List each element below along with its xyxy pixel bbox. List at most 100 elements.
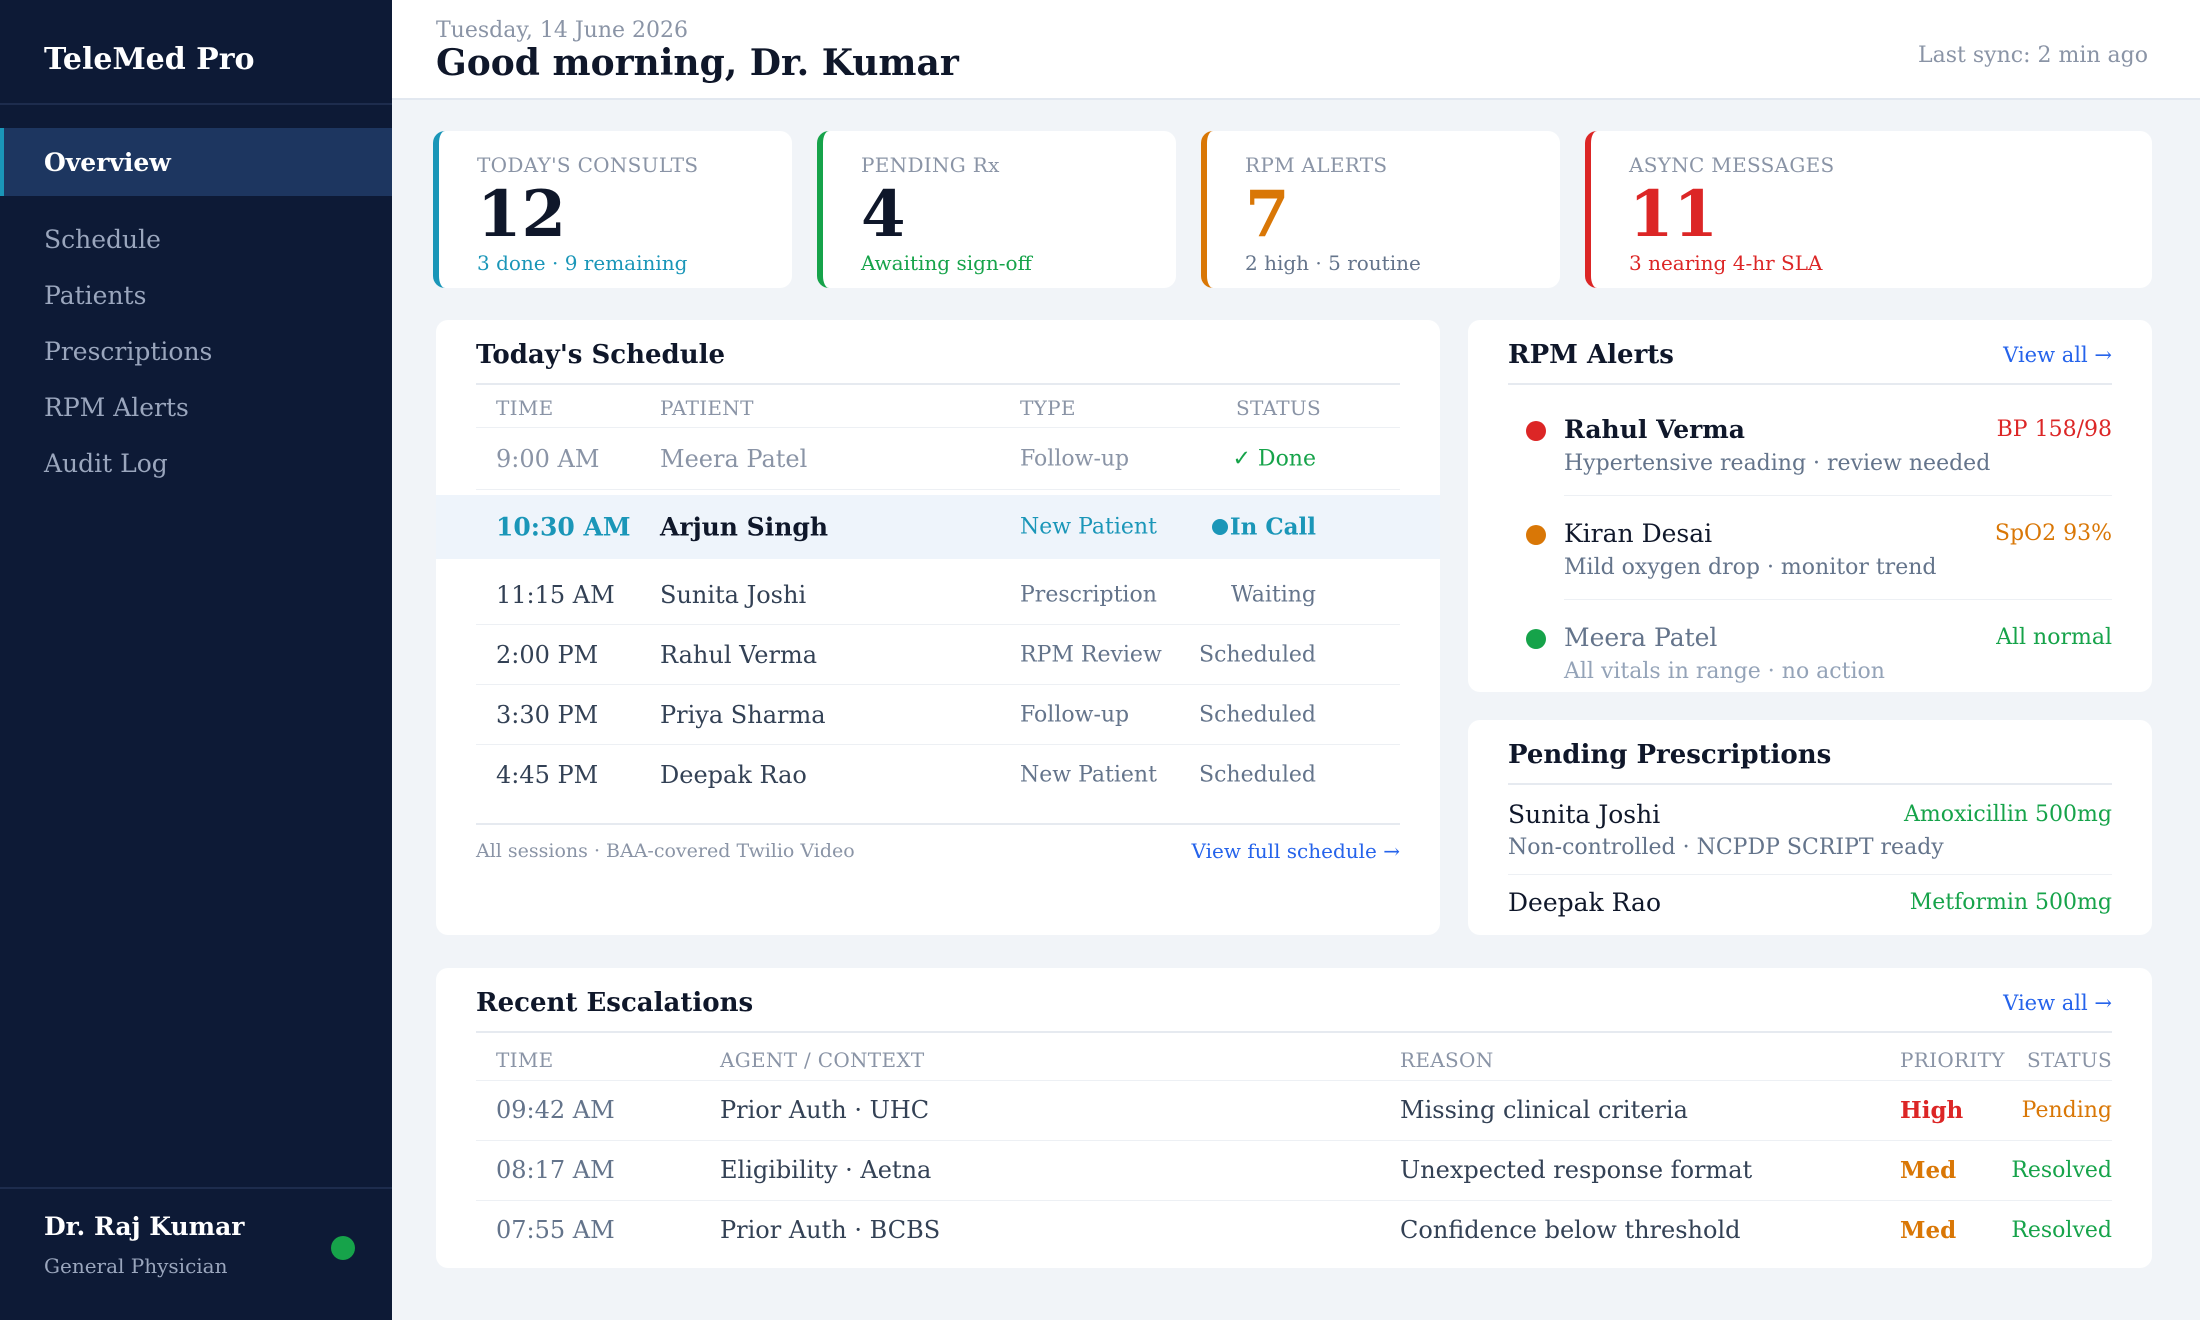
schedule-type: New Patient [1020, 762, 1157, 788]
nav-item-schedule[interactable]: Schedule [44, 224, 161, 254]
column-header-status: STATUS [2027, 1048, 2112, 1072]
schedule-type: Prescription [1020, 582, 1157, 608]
schedule-patient: Priya Sharma [660, 701, 826, 729]
row-divider [476, 1200, 2112, 1201]
escalation-agent[interactable]: Prior Auth · BCBS [720, 1216, 941, 1244]
stat-card-consults[interactable]: TODAY'S CONSULTS 12 3 done · 9 remaining [433, 131, 792, 288]
prescription-drug: Metformin 500mg [1909, 890, 2112, 915]
escalation-status: Resolved [2011, 1158, 2112, 1183]
schedule-type: New Patient [1020, 514, 1157, 540]
column-header-patient: PATIENT [660, 396, 754, 420]
nav-item-overview[interactable]: Overview [0, 128, 392, 196]
nav-item-audit-log[interactable]: Audit Log [44, 448, 168, 478]
escalation-reason: Unexpected response format [1400, 1156, 1753, 1184]
stat-label: ASYNC MESSAGES [1629, 153, 1835, 177]
column-header-time: TIME [496, 396, 554, 420]
alert-severity-dot [1526, 525, 1546, 545]
nav-item-patients[interactable]: Patients [44, 280, 147, 310]
panel-divider [476, 383, 1400, 385]
schedule-row[interactable]: 11:15 AM Sunita Joshi Prescription Waiti… [436, 565, 1440, 625]
alert-description: All vitals in range · no action [1564, 659, 1885, 684]
stat-label: TODAY'S CONSULTS [477, 153, 699, 177]
schedule-row-active[interactable]: 10:30 AM Arjun Singh New Patient In Call [436, 495, 1440, 559]
panel-divider [476, 1031, 2112, 1033]
column-header-reason: REASON [1400, 1048, 1494, 1072]
alert-patient-name[interactable]: Meera Patel [1564, 623, 1718, 652]
row-divider [476, 427, 1400, 428]
online-status-indicator [331, 1236, 355, 1260]
page-header: Tuesday, 14 June 2026 Good morning, Dr. … [392, 0, 2200, 100]
alert-patient-name[interactable]: Kiran Desai [1564, 519, 1713, 548]
escalation-priority: Med [1900, 1157, 1957, 1184]
view-full-schedule-link[interactable]: View full schedule → [1191, 839, 1400, 863]
escalations-panel: Recent Escalations View all → TIME AGENT… [436, 968, 2152, 1268]
alert-description: Hypertensive reading · review needed [1564, 451, 1991, 476]
stat-card-pending-rx[interactable]: PENDING Rx 4 Awaiting sign-off [817, 131, 1176, 288]
alert-severity-dot [1526, 629, 1546, 649]
live-call-indicator [1212, 519, 1228, 535]
panel-divider [1508, 783, 2112, 785]
nav-item-rpm-alerts[interactable]: RPM Alerts [44, 392, 189, 422]
alert-severity-dot [1526, 421, 1546, 441]
schedule-row[interactable]: 3:30 PM Priya Sharma Follow-up Scheduled [436, 685, 1440, 745]
panel-divider [476, 823, 1400, 825]
current-date: Tuesday, 14 June 2026 [436, 18, 688, 43]
row-divider [476, 489, 1400, 490]
escalations-view-all-link[interactable]: View all → [2003, 991, 2112, 1015]
column-header-agent: AGENT / CONTEXT [720, 1048, 925, 1072]
stat-value: 11 [1629, 177, 1719, 252]
app-brand: TeleMed Pro [44, 42, 255, 77]
prescription-patient[interactable]: Deepak Rao [1508, 888, 1661, 917]
escalations-title: Recent Escalations [476, 988, 754, 1018]
schedule-status: Scheduled [1199, 642, 1316, 668]
sidebar-divider [0, 103, 392, 105]
schedule-type: Follow-up [1020, 446, 1130, 472]
stat-subtext: 3 done · 9 remaining [477, 251, 688, 275]
column-header-status: STATUS [1236, 396, 1321, 420]
stat-card-rpm-alerts[interactable]: RPM ALERTS 7 2 high · 5 routine [1201, 131, 1560, 288]
stat-card-async-messages[interactable]: ASYNC MESSAGES 11 3 nearing 4-hr SLA [1585, 131, 2152, 288]
pending-prescriptions-panel: Pending Prescriptions Sunita Joshi Amoxi… [1468, 720, 2152, 935]
schedule-status: ✓ Done [1232, 446, 1317, 472]
escalation-reason: Missing clinical criteria [1400, 1096, 1688, 1124]
sidebar: TeleMed Pro Overview Schedule Patients P… [0, 0, 392, 1320]
escalation-status: Pending [2021, 1098, 2112, 1123]
prescription-drug: Amoxicillin 500mg [1903, 802, 2112, 827]
schedule-patient: Rahul Verma [660, 641, 818, 669]
schedule-row[interactable]: 4:45 PM Deepak Rao New Patient Scheduled [436, 745, 1440, 805]
prescription-patient[interactable]: Sunita Joshi [1508, 800, 1661, 829]
schedule-patient: Sunita Joshi [660, 581, 807, 609]
rpm-view-all-link[interactable]: View all → [2003, 343, 2112, 367]
row-divider [476, 684, 1400, 685]
nav-item-prescriptions[interactable]: Prescriptions [44, 336, 213, 366]
last-sync-status: Last sync: 2 min ago [1918, 43, 2148, 68]
stat-value: 12 [477, 177, 567, 252]
row-divider [1564, 495, 2112, 496]
schedule-status: Waiting [1231, 582, 1316, 608]
stat-label: RPM ALERTS [1245, 153, 1388, 177]
schedule-time: 3:30 PM [496, 701, 599, 729]
row-divider [476, 1140, 2112, 1141]
panel-divider [1508, 383, 2112, 385]
stat-value: 4 [861, 177, 906, 252]
schedule-row[interactable]: 2:00 PM Rahul Verma RPM Review Scheduled [436, 625, 1440, 685]
escalation-time: 07:55 AM [496, 1216, 615, 1244]
schedule-status[interactable]: In Call [1229, 513, 1316, 541]
row-divider [476, 1080, 2112, 1081]
prescription-description: Non-controlled · NCPDP SCRIPT ready [1508, 835, 1944, 860]
user-name[interactable]: Dr. Raj Kumar [44, 1212, 245, 1241]
schedule-time: 9:00 AM [496, 445, 600, 473]
page-title: Good morning, Dr. Kumar [436, 42, 959, 84]
schedule-status: Scheduled [1199, 702, 1316, 728]
escalation-agent[interactable]: Eligibility · Aetna [720, 1156, 932, 1184]
schedule-row[interactable]: 9:00 AM Meera Patel Follow-up ✓ Done [436, 429, 1440, 489]
alert-reading: BP 158/98 [1996, 417, 2112, 442]
escalation-agent[interactable]: Prior Auth · UHC [720, 1096, 930, 1124]
schedule-panel: Today's Schedule TIME PATIENT TYPE STATU… [436, 320, 1440, 935]
schedule-time: 10:30 AM [496, 512, 631, 542]
stat-subtext: 3 nearing 4-hr SLA [1629, 251, 1823, 275]
alert-reading: All normal [1996, 625, 2112, 650]
alert-patient-name[interactable]: Rahul Verma [1564, 415, 1745, 444]
column-header-priority: PRIORITY [1900, 1048, 2005, 1072]
schedule-time: 4:45 PM [496, 761, 599, 789]
